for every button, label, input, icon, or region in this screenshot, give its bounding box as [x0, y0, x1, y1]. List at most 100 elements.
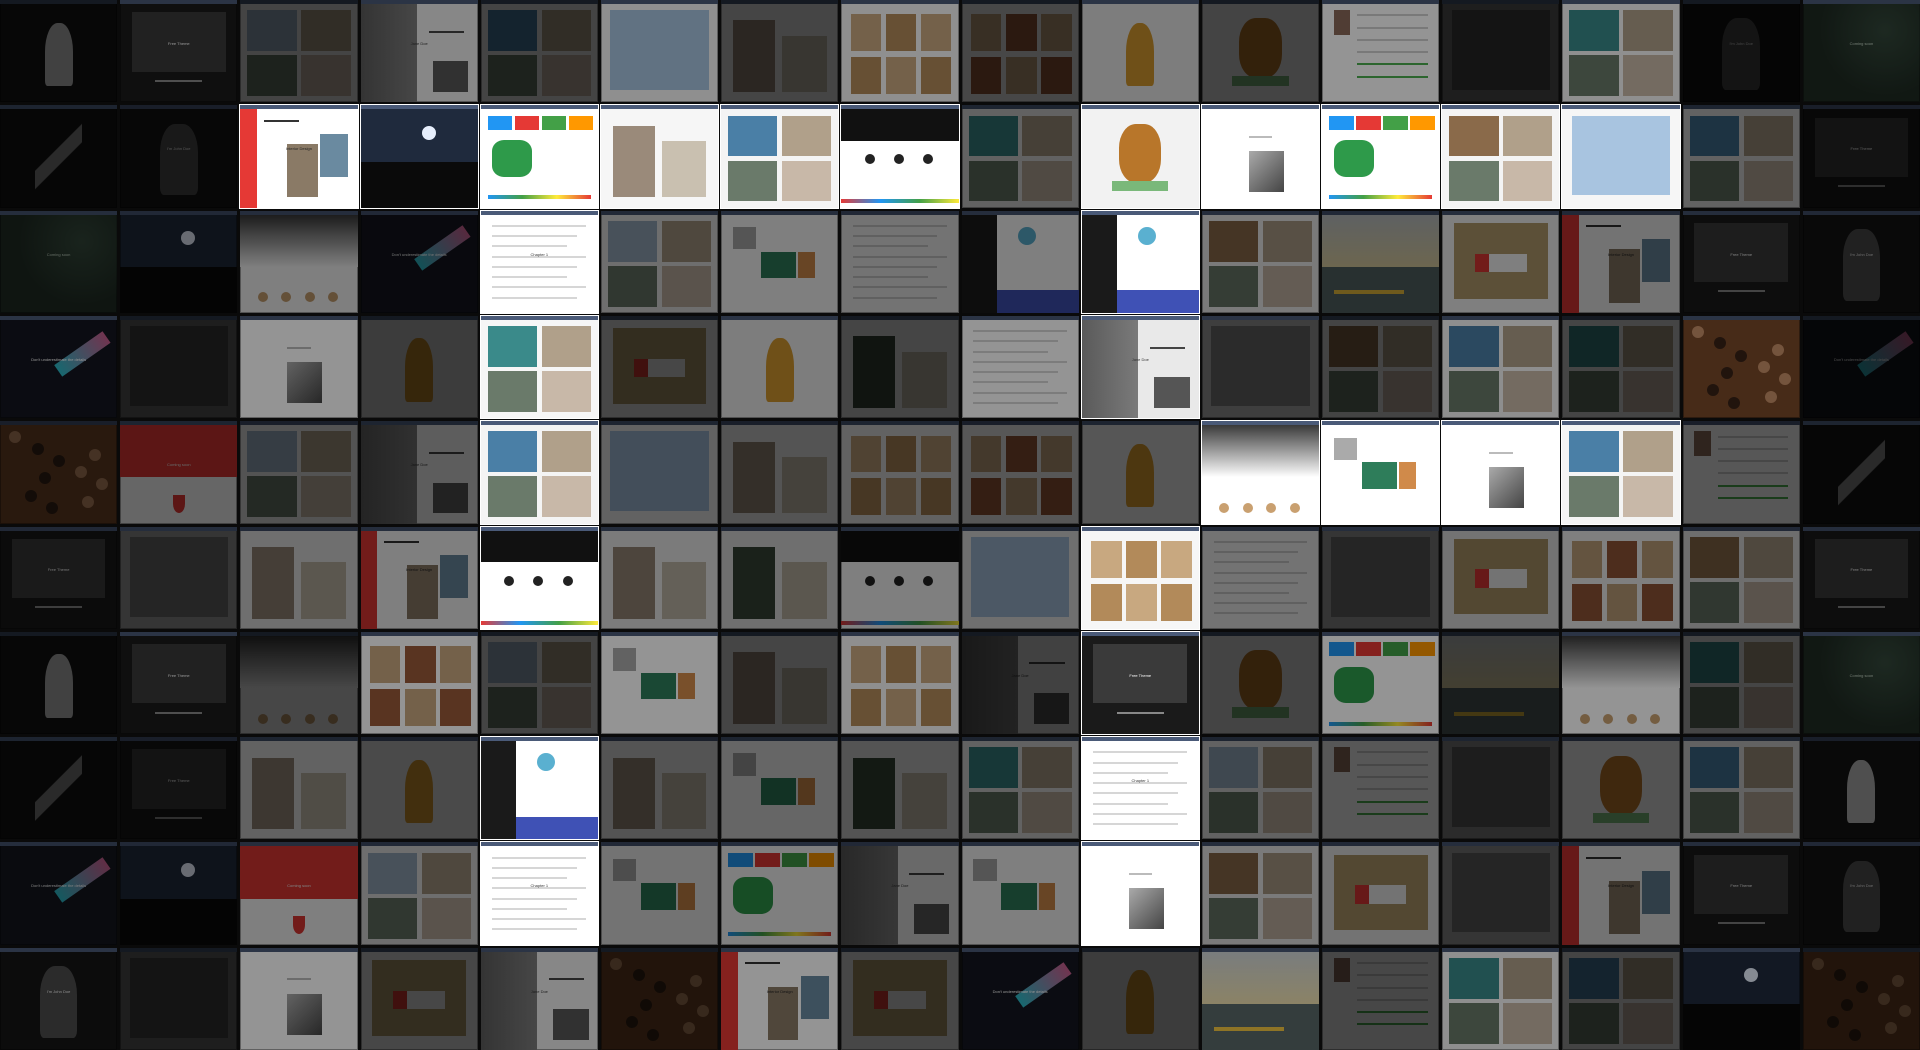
thumb [732, 753, 757, 776]
portrait-figure [1722, 18, 1760, 90]
browser-bar [0, 737, 118, 742]
card-photo [850, 478, 882, 516]
hero-photo [131, 644, 226, 704]
card-photo [921, 689, 952, 726]
anchor-icon [293, 916, 305, 935]
text-line [1717, 435, 1789, 438]
browser-bar [360, 105, 478, 110]
card-photo [1399, 462, 1416, 489]
screenshot-thumbnail [1562, 0, 1680, 103]
photo [541, 10, 591, 52]
hero-photo [610, 10, 709, 91]
card-photo [1606, 583, 1638, 621]
text-line [973, 381, 1049, 384]
browser-bar [0, 526, 118, 531]
screenshot-thumbnail [961, 526, 1079, 629]
service-icon [533, 575, 544, 586]
browser-bar [721, 737, 839, 742]
thumb-title: Don't underestimate the details [1833, 356, 1889, 362]
browser-bar [1802, 0, 1920, 4]
screenshot-thumbnail [360, 842, 478, 945]
browser-bar [1562, 526, 1680, 531]
team-avatar [257, 292, 268, 303]
hero-figure [1126, 443, 1155, 508]
screenshot-thumbnail [841, 421, 959, 524]
photo [782, 456, 827, 514]
card-photo [921, 14, 952, 52]
text-line [1357, 986, 1428, 989]
pen-shape [1015, 962, 1072, 1009]
browser-bar [721, 105, 839, 110]
browser-bar [721, 0, 839, 4]
browser-bar [600, 105, 719, 110]
screenshot-thumbnail [1322, 421, 1440, 524]
screenshot-thumbnail: Don't underestimate the details [1802, 315, 1920, 419]
map-shape [732, 877, 773, 914]
text-line [1357, 38, 1428, 41]
card-photo [970, 478, 1002, 516]
text-line [973, 360, 1067, 363]
food-item [690, 975, 702, 988]
text-line [1093, 771, 1169, 774]
team-avatar [1219, 503, 1230, 514]
text-line [1213, 581, 1298, 584]
crowd-silhouette [120, 898, 238, 945]
browser-bar [480, 105, 598, 110]
browser-bar [0, 947, 118, 952]
card-photo [1161, 583, 1192, 621]
screenshot-thumbnail [721, 0, 839, 103]
screenshot-thumbnail [240, 947, 358, 1050]
browser-bar [480, 947, 598, 952]
card-photo [1006, 435, 1037, 473]
forest-bg [1802, 631, 1920, 735]
screenshot-thumbnail [1682, 737, 1800, 840]
photo [1623, 476, 1673, 518]
photo [1208, 747, 1259, 789]
screenshot-thumbnail [600, 631, 719, 735]
screenshot-thumbnail [1802, 421, 1920, 524]
screenshot-thumbnail [0, 737, 118, 840]
photo [1609, 249, 1640, 303]
browser-bar [120, 105, 238, 110]
photo [1609, 881, 1640, 935]
portrait-figure [39, 966, 78, 1038]
browser-bar [240, 947, 358, 952]
screenshot-thumbnail [841, 0, 959, 103]
food-item [653, 981, 666, 994]
browser-bar [1562, 421, 1680, 426]
browser-bar [480, 0, 598, 4]
photo [1623, 55, 1673, 97]
map-shape [1333, 666, 1374, 704]
screenshot-thumbnail [1442, 421, 1560, 524]
photo [1623, 326, 1673, 368]
stat-card [514, 115, 540, 130]
portrait-photo [360, 0, 417, 103]
food-item [1884, 1022, 1897, 1035]
photo [433, 61, 469, 93]
screenshot-thumbnail [240, 526, 358, 629]
photo [301, 476, 351, 518]
card-photo [850, 57, 882, 95]
thumb-title: Chapter 1 [530, 883, 549, 889]
title-line [428, 451, 464, 454]
hero-photo [1571, 115, 1671, 196]
photo [367, 852, 417, 894]
browser-bar [1322, 315, 1440, 320]
screenshot-thumbnail [1682, 947, 1800, 1050]
browser-bar [721, 210, 839, 215]
photo [1569, 371, 1619, 413]
browser-bar [1442, 526, 1560, 531]
photo [1743, 115, 1793, 157]
card-photo [1091, 583, 1122, 621]
browser-bar [1081, 947, 1199, 952]
thumb-title: Don't underestimate the details [992, 988, 1048, 994]
screenshot-thumbnail: I'm John Doe [120, 105, 238, 208]
screenshot-thumbnail [600, 526, 719, 629]
screenshot-thumbnail [1562, 421, 1680, 524]
browser-bar [600, 210, 719, 215]
garnish [1232, 707, 1289, 718]
card-photo [1001, 883, 1037, 910]
title-line [1585, 856, 1622, 859]
card-photo [885, 435, 917, 473]
thumb [612, 858, 637, 882]
